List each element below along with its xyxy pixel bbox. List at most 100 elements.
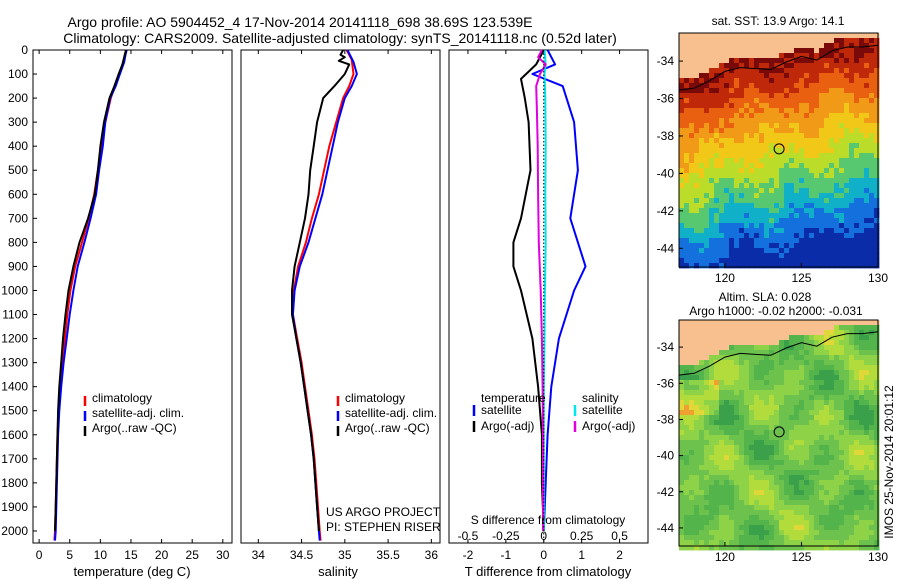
map-cell (779, 545, 785, 551)
map-cell (719, 138, 725, 144)
map-cell (844, 480, 850, 486)
map-cell (779, 83, 785, 89)
map-cell (864, 213, 870, 219)
map-cell (789, 475, 795, 481)
map-cell (739, 360, 745, 366)
map-cell (744, 385, 750, 391)
map-cell (699, 143, 705, 149)
map-cell (794, 213, 800, 219)
map-cell (699, 530, 705, 536)
map-cell (724, 535, 730, 541)
map-cell (739, 460, 745, 466)
map-cell (729, 263, 735, 269)
map-cell (689, 238, 695, 244)
map-cell (724, 188, 730, 194)
map-cell (689, 335, 695, 341)
map-cell (714, 520, 720, 526)
map-cell (874, 430, 880, 436)
map-cell (829, 168, 835, 174)
map-cell (829, 450, 835, 456)
map-cell (724, 525, 730, 531)
map-cell (769, 525, 775, 531)
map-cell (699, 520, 705, 526)
map-cell (864, 355, 870, 361)
map-cell (764, 263, 770, 269)
map-cell (774, 400, 780, 406)
map-cell (759, 143, 765, 149)
map-cell (724, 58, 730, 64)
map-cell (824, 263, 830, 269)
map-cell (689, 53, 695, 59)
map-cell (819, 193, 825, 199)
map-cell (839, 535, 845, 541)
map-cell (709, 183, 715, 189)
map-cell (739, 93, 745, 99)
map-cell (794, 500, 800, 506)
map-cell (719, 248, 725, 254)
map-cell (814, 330, 820, 336)
map-cell (789, 410, 795, 416)
map-cell (759, 33, 765, 39)
map-cell (829, 345, 835, 351)
map-cell (729, 380, 735, 386)
map-cell (799, 335, 805, 341)
map-cell (699, 33, 705, 39)
map-cell (699, 420, 705, 426)
map-cell (734, 480, 740, 486)
map-cell (759, 385, 765, 391)
map-cell (804, 380, 810, 386)
map-cell (754, 233, 760, 239)
map-cell (834, 525, 840, 531)
map-cell (739, 525, 745, 531)
map-cell (744, 415, 750, 421)
map-cell (769, 485, 775, 491)
map-cell (789, 360, 795, 366)
map-cell (774, 93, 780, 99)
map-cell (794, 193, 800, 199)
map-cell (824, 425, 830, 431)
map-cell (679, 380, 685, 386)
map-cell (829, 400, 835, 406)
map-cell (864, 465, 870, 471)
map-cell (869, 495, 875, 501)
map-cell (864, 98, 870, 104)
map-cell (709, 168, 715, 174)
map-cell (754, 113, 760, 119)
map-cell (779, 400, 785, 406)
map-cell (854, 340, 860, 346)
map-cell (729, 133, 735, 139)
map-cell (724, 405, 730, 411)
map-cell (734, 525, 740, 531)
map-cell (714, 83, 720, 89)
map-cell (684, 520, 690, 526)
map-cell (844, 385, 850, 391)
map-cell (864, 78, 870, 84)
map-cell (869, 365, 875, 371)
map-cell (784, 108, 790, 114)
map-cell (849, 455, 855, 461)
map-cell (709, 83, 715, 89)
map-cell (859, 258, 865, 264)
map-cell (724, 515, 730, 521)
map-cell (774, 540, 780, 546)
map-cell (694, 400, 700, 406)
map-cell (769, 335, 775, 341)
map-cell (734, 138, 740, 144)
map-cell (874, 320, 880, 326)
map-cell (759, 375, 765, 381)
map-cell (689, 445, 695, 451)
map-cell (709, 173, 715, 179)
map-cell (839, 248, 845, 254)
map-cell (759, 540, 765, 546)
map-cell (729, 123, 735, 129)
map-cell (694, 440, 700, 446)
map-cell (789, 455, 795, 461)
map-cell (734, 520, 740, 526)
map-cell (859, 33, 865, 39)
map-cell (814, 335, 820, 341)
map-cell (689, 515, 695, 521)
map-cell (739, 490, 745, 496)
map-cell (859, 203, 865, 209)
map-cell (799, 53, 805, 59)
map-cell (719, 63, 725, 69)
